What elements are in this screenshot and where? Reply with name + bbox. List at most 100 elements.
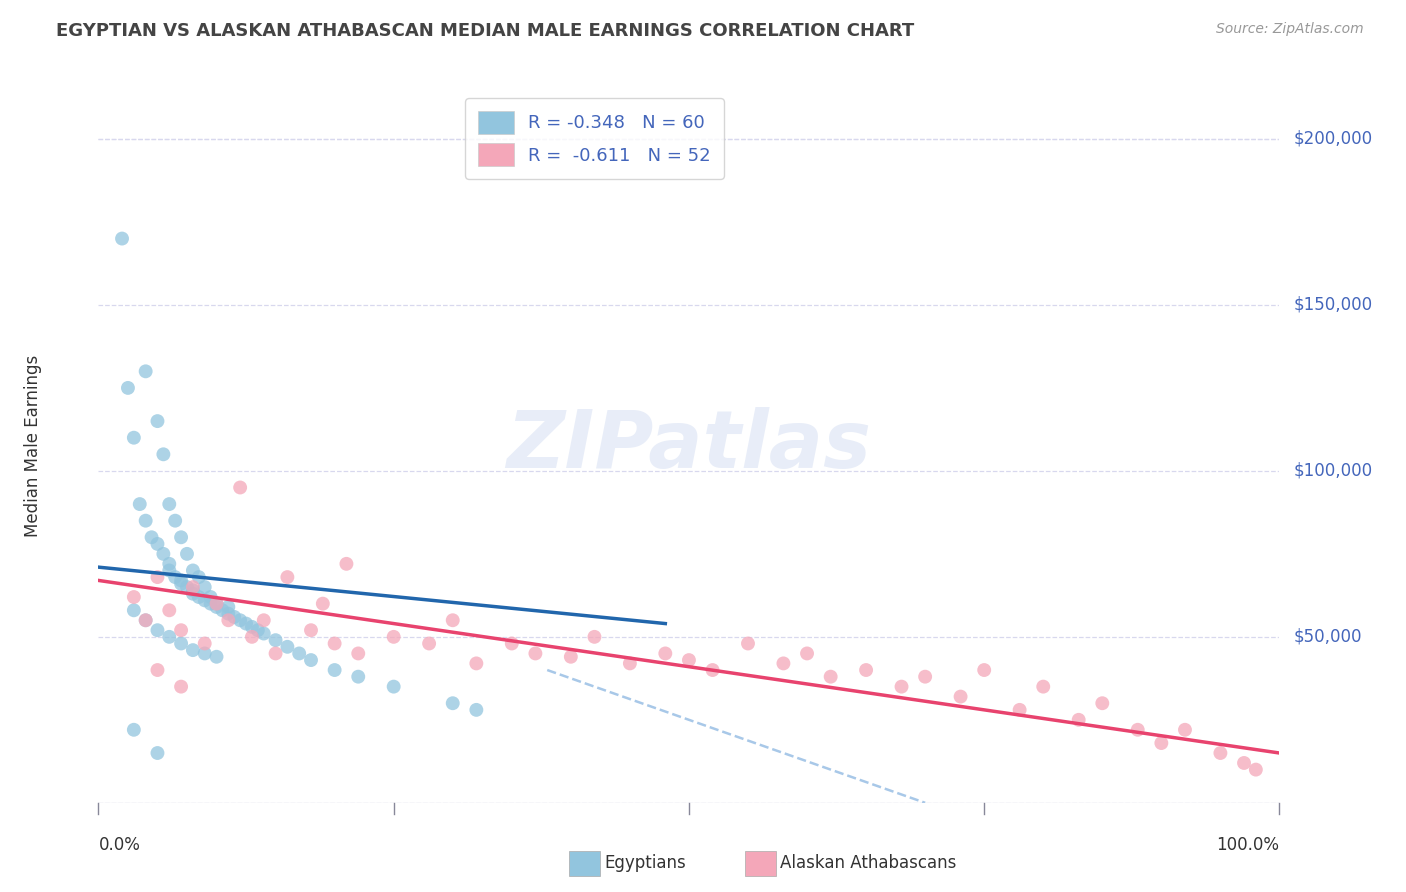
Point <box>224 610 246 624</box>
Point <box>111 231 134 245</box>
Point <box>181 580 204 594</box>
Point <box>678 653 700 667</box>
Point <box>382 680 405 694</box>
Text: Egyptians: Egyptians <box>605 855 686 872</box>
Point <box>176 580 198 594</box>
Text: ZIPatlas: ZIPatlas <box>506 407 872 485</box>
Point <box>165 570 187 584</box>
Point <box>1233 756 1256 770</box>
Point <box>465 657 488 671</box>
Point <box>253 613 276 627</box>
Point <box>205 597 228 611</box>
Point <box>135 514 157 528</box>
Point <box>122 590 145 604</box>
Point <box>229 613 252 627</box>
Point <box>146 414 169 428</box>
Point <box>181 564 204 578</box>
Point <box>949 690 972 704</box>
Point <box>170 636 193 650</box>
Point <box>253 626 276 640</box>
Text: $100,000: $100,000 <box>1294 462 1372 480</box>
Point <box>501 636 523 650</box>
Point <box>382 630 405 644</box>
Point <box>157 497 180 511</box>
Point <box>135 613 157 627</box>
Point <box>855 663 877 677</box>
Point <box>205 649 228 664</box>
Point <box>264 633 287 648</box>
Point <box>441 613 464 627</box>
Point <box>323 636 346 650</box>
Point <box>141 530 163 544</box>
Point <box>276 570 298 584</box>
Text: $200,000: $200,000 <box>1294 130 1372 148</box>
Point <box>122 431 145 445</box>
Point <box>323 663 346 677</box>
Point <box>299 624 322 638</box>
Text: Median Male Earnings: Median Male Earnings <box>24 355 42 537</box>
Point <box>654 647 676 661</box>
Point <box>240 620 263 634</box>
Point <box>170 574 193 588</box>
Point <box>187 570 209 584</box>
Point <box>973 663 995 677</box>
Legend: R = -0.348   N = 60, R =  -0.611   N = 52: R = -0.348 N = 60, R = -0.611 N = 52 <box>465 98 724 179</box>
Point <box>240 630 263 644</box>
Point <box>146 570 169 584</box>
Point <box>560 649 582 664</box>
Point <box>288 647 311 661</box>
Point <box>465 703 488 717</box>
Point <box>299 653 322 667</box>
Point <box>205 597 228 611</box>
Point <box>170 576 193 591</box>
Point <box>702 663 724 677</box>
Point <box>176 547 198 561</box>
Point <box>128 497 150 511</box>
Point <box>152 547 174 561</box>
Point <box>1209 746 1232 760</box>
Text: $50,000: $50,000 <box>1294 628 1362 646</box>
Point <box>1008 703 1031 717</box>
Point <box>181 587 204 601</box>
Point <box>246 624 269 638</box>
Point <box>194 647 217 661</box>
Text: 100.0%: 100.0% <box>1216 836 1279 855</box>
Point <box>135 364 157 378</box>
Text: EGYPTIAN VS ALASKAN ATHABASCAN MEDIAN MALE EARNINGS CORRELATION CHART: EGYPTIAN VS ALASKAN ATHABASCAN MEDIAN MA… <box>56 22 914 40</box>
Point <box>619 657 641 671</box>
Point <box>146 663 169 677</box>
Point <box>194 580 217 594</box>
Point <box>347 647 370 661</box>
Point <box>347 670 370 684</box>
Point <box>335 557 357 571</box>
Point <box>217 599 239 614</box>
Point <box>1091 696 1114 710</box>
Point <box>276 640 298 654</box>
Point <box>264 647 287 661</box>
Point <box>170 530 193 544</box>
Point <box>181 643 204 657</box>
Point <box>890 680 912 694</box>
Point <box>200 597 222 611</box>
Point <box>737 636 759 650</box>
Point <box>796 647 818 661</box>
Point <box>157 630 180 644</box>
Point <box>441 696 464 710</box>
Point <box>122 603 145 617</box>
Point <box>181 583 204 598</box>
Point <box>135 613 157 627</box>
Point <box>152 447 174 461</box>
Point <box>1126 723 1149 737</box>
Point <box>146 746 169 760</box>
Point <box>583 630 606 644</box>
Point <box>217 607 239 621</box>
Point <box>1174 723 1197 737</box>
Point <box>157 603 180 617</box>
Point <box>1067 713 1090 727</box>
Point <box>1244 763 1267 777</box>
Point <box>170 624 193 638</box>
Point <box>122 723 145 737</box>
Point <box>170 680 193 694</box>
Point <box>157 557 180 571</box>
Point <box>157 564 180 578</box>
